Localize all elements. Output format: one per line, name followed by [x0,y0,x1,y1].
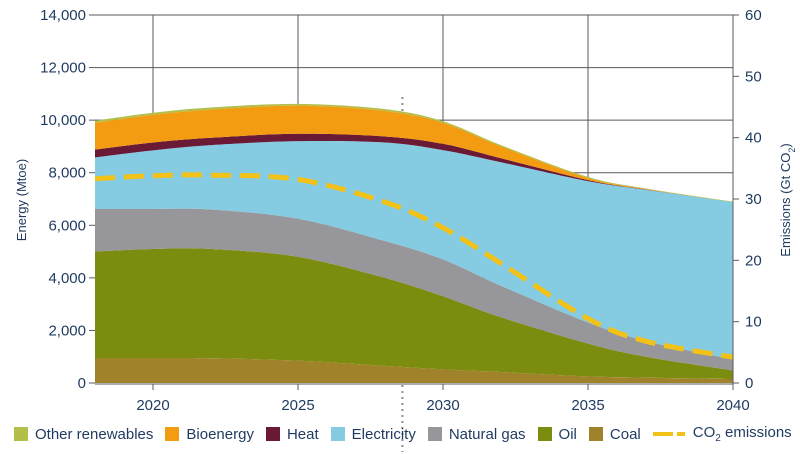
legend-label: Natural gas [448,425,526,443]
y2-tick-label: 10 [745,314,762,331]
legend-item-heat: Heat [265,425,319,443]
legend-swatch [330,427,345,441]
y-tick-label: 0 [78,375,86,392]
right-axis-title: Emissions (Gt CO2) [778,143,797,256]
legend-swatch [588,427,603,441]
stacked-areas [95,103,733,383]
area-electricity [95,140,733,360]
x-axis-ticks: 2020 2025 2030 2035 2040 [136,384,750,414]
legend-dash-swatch [652,432,685,436]
y2-tick-label: 20 [745,252,762,269]
y2-tick-label: 40 [745,130,762,147]
x-tick-label: 2020 [136,397,169,414]
area-coal [95,358,733,383]
legend-item-electricity: Electricity [330,425,416,443]
legend-swatch [537,427,552,441]
y-tick-label: 4,000 [48,270,86,287]
area-other-renewables [95,103,733,203]
legend-item-oil: Oil [537,425,577,443]
x-tick-label: 2030 [426,397,459,414]
co2-line-layer [94,172,734,360]
legend-item-coal: Coal [588,425,641,443]
area-oil [95,248,733,380]
legend-swatch [265,427,280,441]
area-bioenergy [95,105,733,203]
legend-label: CO2 emissions [692,424,792,444]
x-tick-label: 2025 [281,397,314,414]
legend-item-other-renewables: Other renewables [14,426,153,443]
legend-item-co2-emissions: CO2 emissions [652,424,792,444]
left-axis-title: Energy (Mtoe) [14,159,29,241]
y-tick-label: 8,000 [48,165,86,182]
legend-label: Bioenergy [186,425,254,443]
x-tick-label: 2040 [716,397,749,414]
y-tick-label: 2,000 [48,322,86,339]
legend-label: Oil [558,425,577,443]
y2-tick-label: 50 [745,68,762,85]
legend-swatch [427,427,442,441]
legend-swatch [14,427,28,441]
legend-item-bioenergy: Bioenergy [165,426,254,443]
legend-label: Coal [609,425,641,443]
legend-label: Heat [286,425,319,443]
y2-tick-label: 60 [745,7,762,24]
y2-tick-label: 30 [745,191,762,208]
right-axis-ticks: 0 10 20 30 40 50 60 [733,7,762,392]
area-natural-gas [95,208,733,371]
y-tick-label: 14,000 [40,7,86,24]
legend: Other renewables Bioenergy Heat Electric… [14,424,800,444]
x-tick-label: 2035 [571,397,604,414]
y-tick-label: 12,000 [40,60,86,77]
legend-item-natural-gas: Natural gas [427,425,526,443]
y-tick-label: 10,000 [40,112,86,129]
co2-emissions-line [94,172,734,360]
y-tick-label: 6,000 [48,217,86,234]
y2-tick-label: 0 [745,375,753,392]
legend-swatch [165,427,180,441]
legend-label: Electricity [351,425,416,443]
legend-label: Other renewables [35,425,154,443]
left-axis-ticks: 0 2,000 4,000 6,000 8,000 10,000 12,000 14,000 [40,7,95,392]
